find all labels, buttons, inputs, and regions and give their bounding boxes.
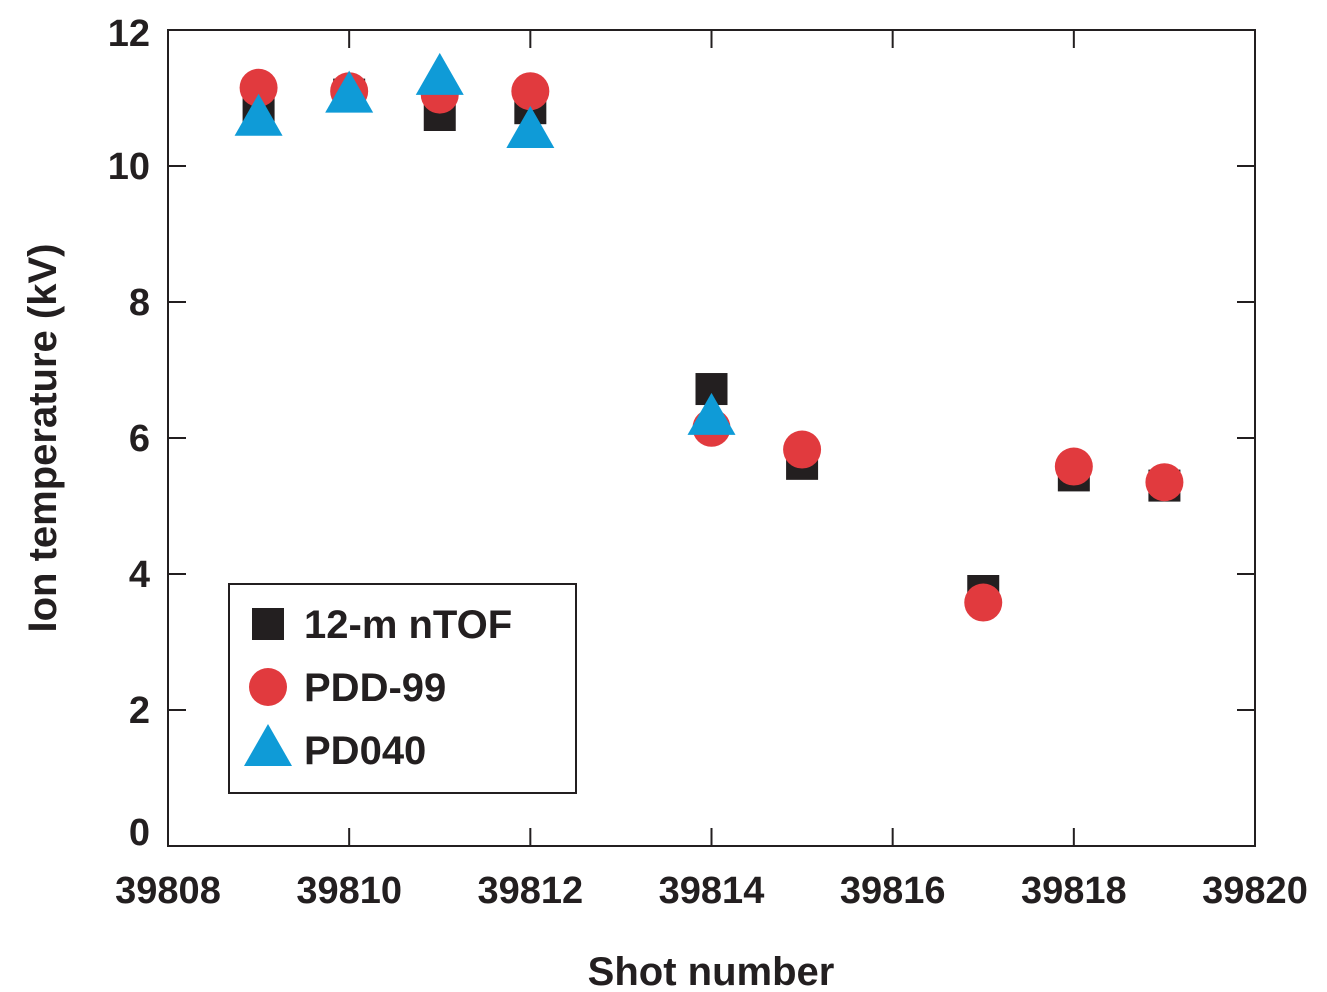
legend-label: PDD-99 — [304, 666, 446, 710]
y-tick-label: 10 — [108, 146, 150, 188]
x-tick-label: 39812 — [477, 870, 583, 912]
data-point-pdd-99 — [783, 430, 822, 469]
data-point-pdd-99 — [1145, 463, 1184, 502]
data-point-pdd-99 — [1054, 447, 1093, 486]
x-tick-label: 39820 — [1202, 870, 1308, 912]
x-axis-title: Shot number — [588, 950, 835, 992]
data-point-pdd-99 — [964, 583, 1003, 622]
y-tick-label: 4 — [129, 554, 150, 596]
x-tick-label: 39808 — [115, 870, 221, 912]
x-tick-label: 39816 — [840, 870, 946, 912]
data-point-pd040 — [325, 70, 374, 113]
axis-tick-labels: 39808 39810 39812 39814 39816 39818 39820 0 2 4 6 8… — [108, 13, 1308, 912]
y-tick-label: 12 — [108, 13, 150, 55]
legend-marker-triangle — [244, 723, 292, 766]
legend-label: PD040 — [304, 729, 426, 773]
legend-marker-circle — [249, 668, 287, 706]
data-point-pd040 — [415, 52, 464, 95]
legend-label: 12-m nTOF — [304, 603, 512, 647]
data-point-pd040 — [687, 392, 736, 435]
data-point-pd040 — [234, 93, 283, 136]
data-points — [234, 52, 1184, 622]
y-axis-title: Ion temperature (kV) — [21, 244, 65, 633]
y-tick-label: 8 — [129, 282, 150, 324]
x-tick-label: 39814 — [659, 870, 765, 912]
legend-marker-square — [252, 608, 284, 640]
series-12-m-ntof — [242, 78, 1181, 607]
y-tick-label: 2 — [129, 690, 150, 732]
series-pd040 — [234, 52, 736, 435]
y-tick-label: 0 — [129, 812, 150, 854]
x-tick-label: 39810 — [296, 870, 402, 912]
data-point-pdd-99 — [511, 72, 550, 111]
data-point-pdd-99 — [239, 68, 278, 107]
legend: 12-m nTOF PDD-99 PD040 — [228, 583, 577, 794]
axis-ticks — [167, 29, 1256, 847]
data-point-pd040 — [506, 105, 555, 148]
y-tick-label: 6 — [129, 418, 150, 460]
x-tick-label: 39818 — [1021, 870, 1127, 912]
series-pdd-99 — [239, 68, 1184, 622]
